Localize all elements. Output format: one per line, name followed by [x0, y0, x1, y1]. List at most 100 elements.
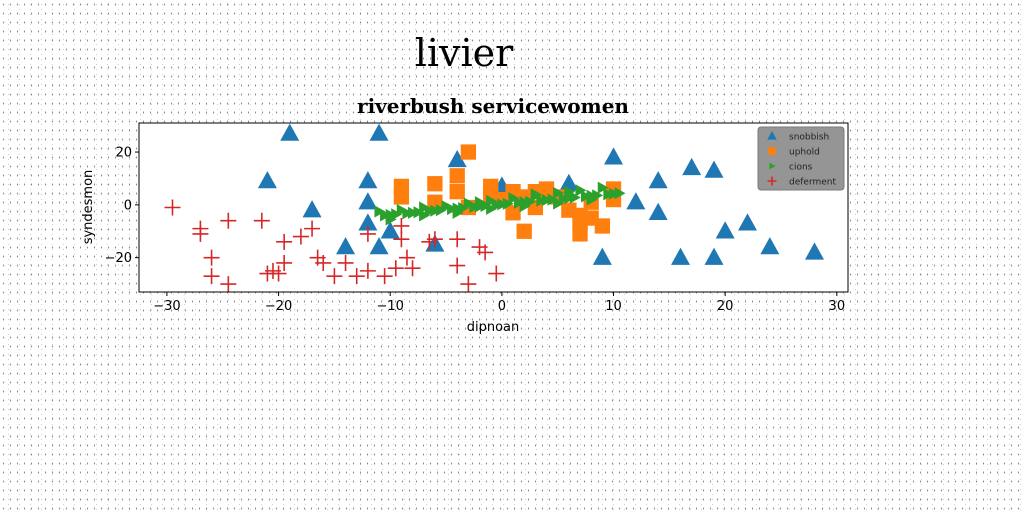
- data-point: [359, 262, 376, 279]
- data-point: [604, 147, 624, 165]
- data-point: [458, 201, 470, 215]
- data-point: [337, 254, 354, 271]
- y-axis-label: syndesmon: [81, 170, 96, 245]
- data-point: [369, 123, 389, 141]
- data-point: [519, 200, 531, 213]
- data-point: [460, 276, 477, 293]
- x-tick-label: 30: [829, 299, 846, 314]
- axes: −30 −20 −10 0 10 20 30 −20 0 20: [105, 122, 849, 314]
- legend-label: deferment: [789, 178, 837, 188]
- data-point: [805, 242, 825, 260]
- data-point: [348, 268, 365, 285]
- x-tick-label: −20: [265, 299, 292, 314]
- data-point: [477, 244, 494, 261]
- data-point: [682, 157, 702, 176]
- data-point: [449, 231, 466, 248]
- data-point: [393, 231, 410, 248]
- data-point: [486, 202, 498, 215]
- data-point: [575, 184, 587, 197]
- data-point: [203, 249, 220, 266]
- data-point: [393, 189, 410, 205]
- legend-entry: uphold: [768, 147, 820, 158]
- data-point: [302, 200, 322, 218]
- data-point: [648, 171, 668, 189]
- data-point: [592, 247, 612, 265]
- data-point: [380, 221, 400, 239]
- data-point: [553, 186, 565, 200]
- legend-marker: [767, 176, 777, 186]
- data-point: [427, 176, 443, 192]
- legend-marker: [768, 147, 776, 155]
- data-point: [276, 233, 293, 250]
- data-point: [594, 218, 611, 234]
- data-point: [374, 205, 386, 218]
- data-point: [581, 190, 593, 203]
- data-point: [614, 187, 626, 200]
- x-tick-label: −10: [377, 299, 404, 314]
- data-point: [280, 123, 300, 141]
- data-point: [671, 247, 691, 265]
- legend: snobbish uphold cions deferment: [757, 126, 845, 191]
- series-cions: [374, 181, 626, 226]
- data-point: [553, 197, 565, 210]
- data-point: [603, 188, 615, 201]
- data-point: [530, 188, 542, 201]
- legend-entry: deferment: [767, 176, 837, 188]
- data-point: [326, 268, 343, 285]
- legend-marker: [767, 131, 777, 140]
- data-point: [315, 254, 332, 271]
- legend-box: [757, 126, 845, 191]
- data-point: [407, 206, 419, 219]
- data-point: [220, 212, 237, 229]
- data-point: [398, 249, 415, 266]
- data-point: [391, 208, 403, 221]
- data-point: [452, 206, 464, 219]
- data-point: [449, 184, 465, 200]
- data-point: [474, 196, 486, 209]
- data-point: [449, 257, 466, 274]
- data-point: [738, 213, 758, 231]
- data-point: [460, 144, 477, 160]
- data-point: [336, 237, 356, 255]
- data-point: [449, 168, 465, 184]
- data-point: [572, 226, 588, 242]
- x-tick-label: −30: [153, 299, 180, 314]
- x-tick-label: 10: [605, 299, 622, 314]
- data-point: [463, 197, 475, 210]
- data-point: [358, 213, 378, 231]
- data-point: [358, 192, 378, 210]
- data-point: [441, 200, 453, 213]
- data-point: [435, 204, 447, 217]
- data-point: [419, 201, 431, 214]
- data-point: [497, 198, 509, 211]
- legend-entry: cions: [769, 163, 813, 173]
- data-point: [358, 171, 378, 189]
- data-point: [564, 185, 576, 198]
- data-point: [536, 194, 548, 207]
- data-point: [292, 228, 309, 245]
- data-point: [164, 199, 181, 216]
- data-point: [488, 265, 505, 282]
- data-point: [385, 213, 397, 226]
- data-point: [608, 187, 620, 200]
- data-point: [376, 268, 393, 285]
- data-point: [586, 193, 598, 206]
- data-point: [430, 204, 442, 217]
- data-point: [508, 192, 520, 205]
- data-point: [304, 220, 321, 237]
- data-point: [447, 149, 467, 168]
- data-point: [387, 260, 404, 277]
- data-point: [648, 202, 668, 220]
- x-tick-label: 0: [498, 299, 506, 314]
- series-deferment: [164, 199, 505, 293]
- data-point: [396, 204, 408, 217]
- legend-label: cions: [789, 163, 813, 173]
- x-axis-label: dipnoan: [467, 320, 520, 335]
- data-point: [704, 160, 724, 178]
- legend-label: uphold: [789, 148, 820, 158]
- data-point: [413, 206, 425, 219]
- data-point: [359, 225, 376, 242]
- data-point: [502, 197, 514, 210]
- data-point: [505, 205, 521, 221]
